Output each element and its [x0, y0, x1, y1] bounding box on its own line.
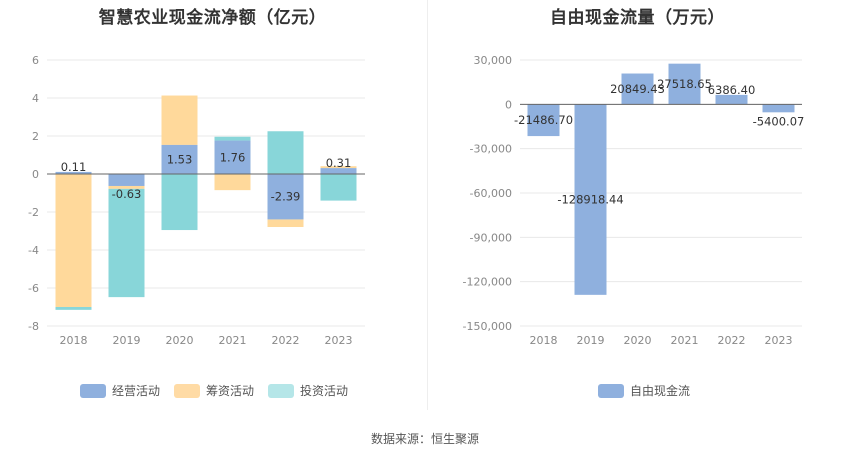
y-tick-label: -150,000: [463, 320, 512, 333]
investing-bar: [320, 174, 357, 201]
x-tick-label: 2018: [530, 334, 558, 347]
operating-bar: [320, 168, 357, 174]
data-label: 1.76: [220, 150, 246, 164]
y-tick-label: -2: [28, 206, 39, 219]
y-tick-label: 0: [32, 168, 39, 181]
y-tick-label: -120,000: [463, 276, 512, 289]
y-tick-label: 2: [32, 130, 39, 143]
investing-bar: [161, 174, 198, 231]
operating-bar: [267, 174, 304, 220]
financing-bar: [214, 174, 251, 191]
data-label: 1.53: [167, 152, 193, 166]
financing-bar: [161, 95, 198, 145]
y-tick-label: -8: [28, 320, 39, 333]
legend-item[interactable]: 投资活动: [268, 382, 348, 399]
x-tick-label: 2020: [166, 334, 194, 347]
x-tick-label: 2019: [113, 334, 141, 347]
free-cash-flow-bar: [621, 73, 654, 105]
x-tick-label: 2023: [325, 334, 353, 347]
investing-bar: [108, 188, 145, 298]
legend-label: 自由现金流: [630, 384, 691, 398]
legend-label: 投资活动: [300, 384, 349, 398]
data-label: 0.31: [326, 156, 352, 170]
y-tick-label: 30,000: [474, 54, 513, 67]
panel-divider: [427, 0, 428, 410]
operating-bar: [214, 140, 251, 174]
data-label: -128918.44: [557, 193, 623, 207]
x-tick-label: 2018: [60, 334, 88, 347]
x-tick-label: 2021: [671, 334, 699, 347]
data-label: 0.11: [61, 160, 87, 174]
legend-swatch: [174, 383, 201, 398]
y-tick-label: -60,000: [470, 187, 512, 200]
investing-bar: [267, 131, 304, 174]
y-tick-label: -4: [28, 244, 39, 257]
free-cash-flow-bar: [574, 104, 607, 295]
investing-bar: [214, 136, 251, 141]
left-legend: 经营活动 筹资活动 投资活动: [80, 382, 362, 399]
data-label: -0.63: [112, 187, 142, 201]
free-cash-flow-bar: [762, 104, 795, 113]
right-legend: 自由现金流: [598, 382, 704, 399]
free-cash-flow-bar: [527, 104, 560, 137]
legend-item[interactable]: 经营活动: [80, 382, 160, 399]
free-cash-flow-bar: [668, 63, 701, 105]
y-tick-label: 0: [505, 98, 512, 111]
data-label: 27518.65: [657, 77, 712, 91]
x-tick-label: 2019: [577, 334, 605, 347]
investing-bar: [55, 307, 92, 310]
data-label: 20849.43: [610, 82, 665, 96]
x-tick-label: 2022: [272, 334, 300, 347]
y-tick-label: 6: [32, 54, 39, 67]
financing-bar: [55, 174, 92, 307]
legend-item[interactable]: 筹资活动: [174, 382, 254, 399]
operating-bar: [161, 144, 198, 174]
free-cash-flow-bar: [715, 94, 748, 105]
x-tick-label: 2023: [765, 334, 793, 347]
operating-bar: [108, 174, 145, 186]
data-label: -2.39: [271, 190, 301, 204]
financing-bar: [320, 166, 357, 169]
legend-swatch: [80, 383, 106, 398]
y-tick-label: -6: [28, 282, 39, 295]
financing-bar: [267, 219, 304, 228]
financing-bar: [108, 185, 145, 189]
data-label: -5400.07: [753, 114, 805, 128]
y-tick-label: 4: [32, 92, 39, 105]
x-tick-label: 2021: [219, 334, 247, 347]
y-tick-label: -30,000: [470, 143, 512, 156]
legend-swatch: [268, 383, 295, 398]
left-chart-title: 智慧农业现金流净额（亿元）: [98, 8, 327, 28]
legend-swatch: [598, 383, 624, 398]
x-tick-label: 2020: [624, 334, 652, 347]
right-chart-title: 自由现金流量（万元）: [550, 8, 725, 28]
y-tick-label: -90,000: [470, 231, 512, 244]
legend-label: 筹资活动: [206, 384, 255, 398]
legend-item[interactable]: 自由现金流: [598, 382, 690, 399]
data-label: -21486.70: [514, 113, 573, 127]
legend-label: 经营活动: [112, 384, 161, 398]
operating-bar: [55, 171, 92, 174]
data-label: 6386.40: [708, 83, 756, 97]
x-tick-label: 2022: [718, 334, 746, 347]
data-source: 数据来源：恒生聚源: [370, 432, 479, 446]
